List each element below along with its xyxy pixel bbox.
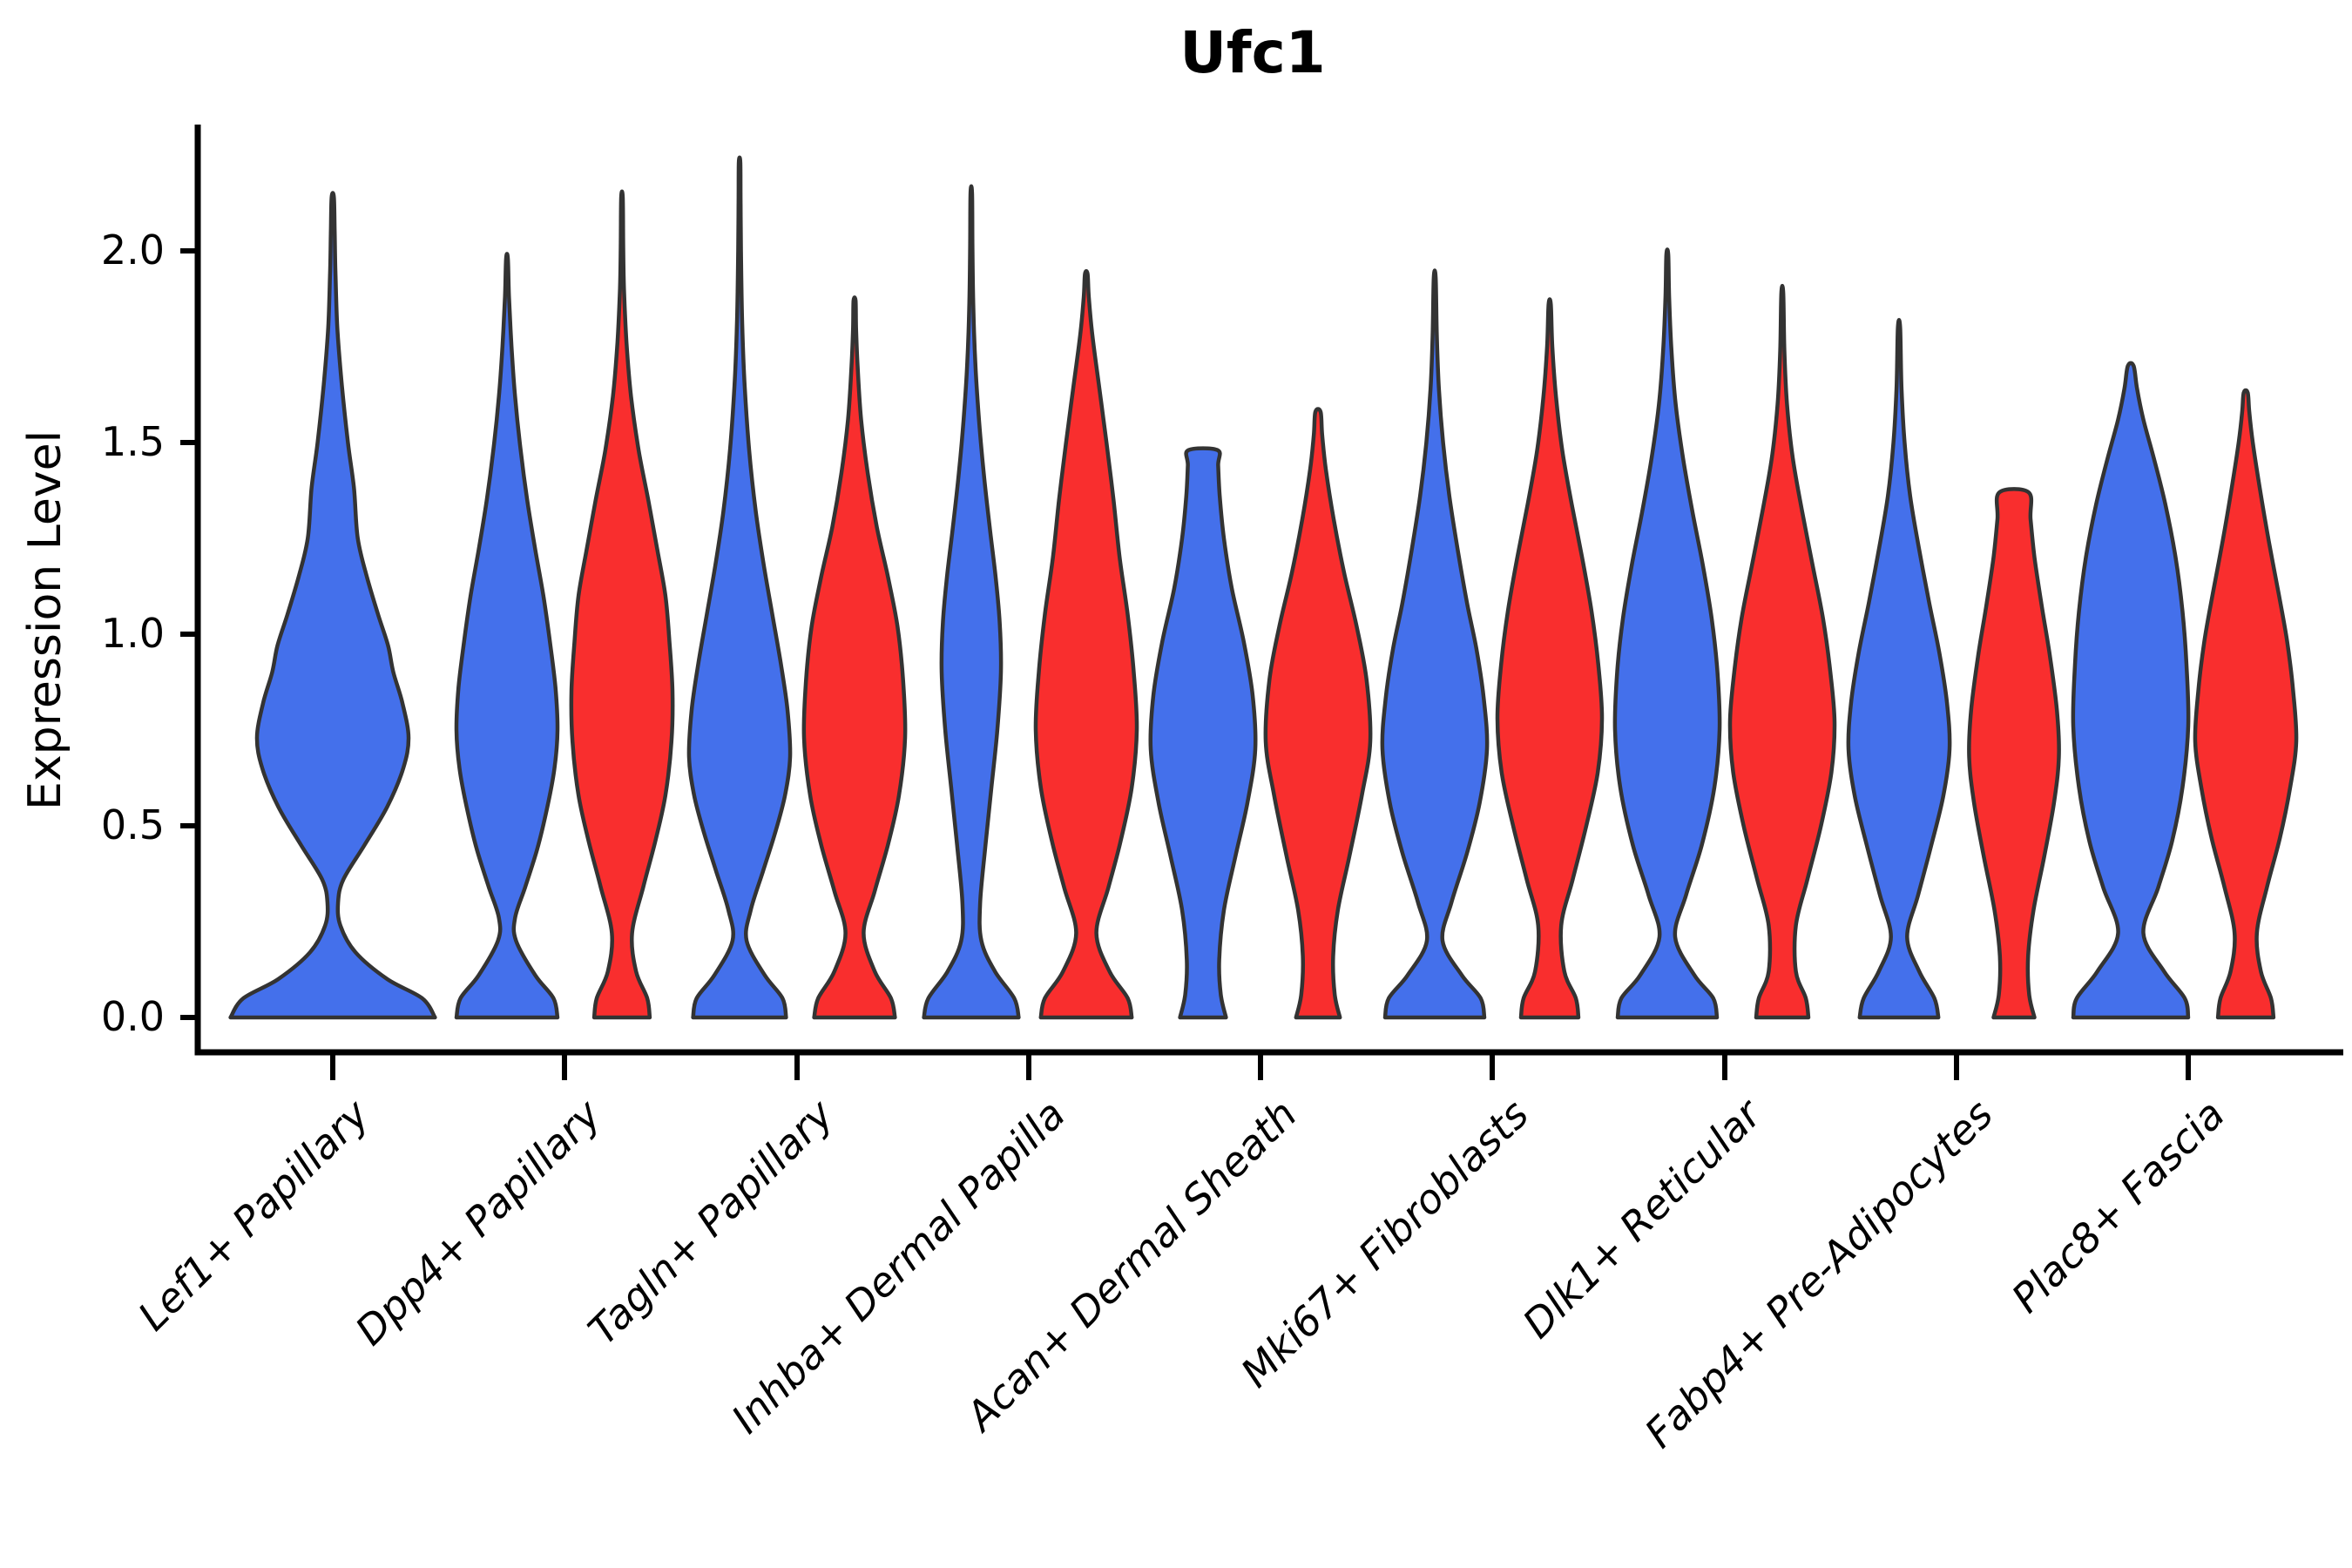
violin-blue-tagln (686, 155, 793, 1020)
violin-red-fabp4 (1967, 487, 2061, 1020)
violin-red-tagln (801, 295, 908, 1020)
chart-title: Ufc1 (1179, 19, 1326, 86)
violin-blue-acan (1148, 446, 1258, 1020)
violin-red-plac8 (2193, 388, 2299, 1020)
violin-blue-mki67 (1380, 268, 1490, 1020)
violin-red-acan (1263, 407, 1373, 1020)
y-tick-label: 0.5 (100, 801, 165, 848)
violin-blue-inhba (922, 184, 1021, 1020)
y-tick-label: 0.0 (100, 993, 165, 1040)
y-tick-label: 2.0 (100, 226, 165, 274)
y-tick-label: 1.5 (100, 418, 165, 465)
violin-red-inhba (1033, 268, 1139, 1020)
violin-red-mki67 (1495, 297, 1605, 1020)
violin-blue-plac8 (2071, 361, 2191, 1020)
violin-blue-lef1 (228, 191, 437, 1020)
violin-red-dpp4 (569, 189, 675, 1020)
violin-blue-dlk1 (1612, 247, 1722, 1020)
violin-blue-fabp4 (1846, 317, 1952, 1020)
y-tick-label: 1.0 (100, 610, 165, 657)
violin-red-dlk1 (1727, 283, 1837, 1020)
violin-blue-dpp4 (454, 252, 560, 1020)
